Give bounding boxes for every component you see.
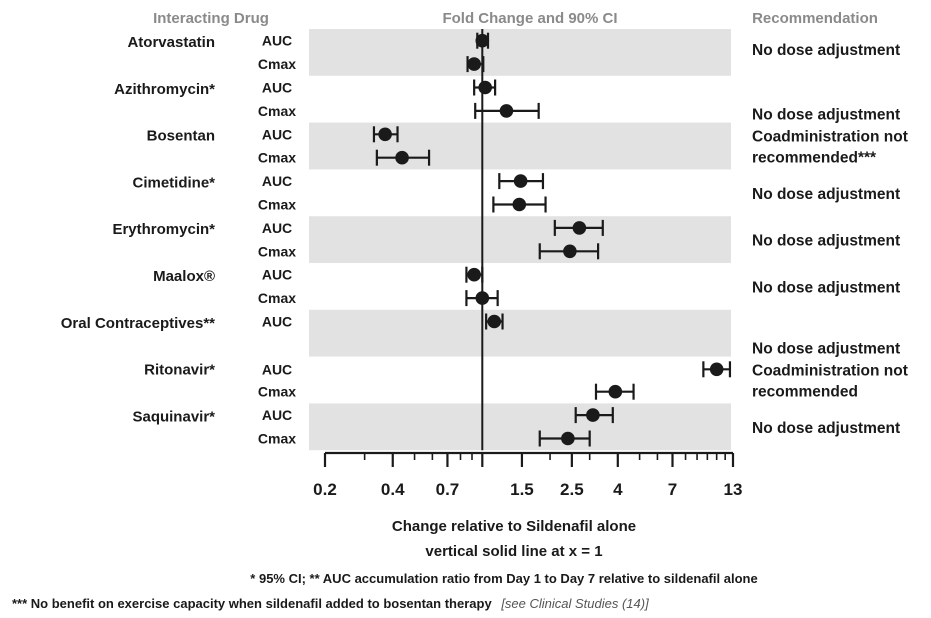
recommendation-text: No dose adjustment — [752, 279, 900, 296]
recommendation-text: recommended — [752, 384, 858, 401]
footnote-2: *** No benefit on exercise capacity when… — [12, 596, 649, 611]
drug-label: Atorvastatin — [127, 34, 215, 51]
footnote-1: * 95% CI; ** AUC accumulation ratio from… — [250, 571, 757, 586]
drug-label: Ritonavir* — [144, 362, 215, 379]
footnote-2-text: *** No benefit on exercise capacity when… — [12, 596, 492, 611]
recommendation-text: recommended*** — [752, 150, 877, 167]
recommendation-text: No dose adjustment — [752, 341, 900, 358]
x-tick-label: 0.2 — [313, 480, 337, 499]
drug-label: Azithromycin* — [114, 81, 215, 98]
metric-label: AUC — [262, 33, 292, 49]
drug-label: Oral Contraceptives** — [61, 315, 215, 332]
point-estimate — [572, 221, 587, 235]
point-estimate — [467, 267, 481, 282]
drug-label: Bosentan — [147, 128, 215, 145]
point-estimate — [378, 127, 392, 142]
x-axis-sublabel: vertical solid line at x = 1 — [425, 543, 602, 560]
x-tick-label: 1.5 — [510, 480, 534, 499]
point-estimate — [513, 174, 528, 188]
header-fold-change: Fold Change and 90% CI — [442, 10, 617, 27]
recommendation-text: No dose adjustment — [752, 420, 900, 437]
metric-label: Cmax — [258, 290, 296, 306]
drug-label: Maalox® — [153, 268, 215, 285]
row-band — [309, 309, 731, 357]
point-estimate — [487, 314, 502, 329]
metric-label: Cmax — [258, 431, 296, 447]
point-estimate — [467, 57, 481, 71]
x-tick-label: 0.4 — [381, 480, 405, 499]
x-axis-label: Change relative to Sildenafil alone — [392, 518, 636, 535]
recommendation-text: Coadministration not — [752, 363, 908, 380]
point-estimate — [563, 244, 577, 259]
metric-label: AUC — [262, 220, 292, 236]
footnote-2-reference: [see Clinical Studies (14)] — [500, 596, 649, 611]
metric-label: AUC — [262, 314, 292, 330]
x-tick-label: 2.5 — [560, 480, 584, 499]
metric-label: Cmax — [258, 103, 296, 119]
row-band — [309, 216, 731, 263]
metric-label: AUC — [262, 361, 292, 377]
x-tick-label: 13 — [724, 480, 743, 499]
drug-label: Saquinavir* — [132, 408, 215, 425]
header-interacting-drug: Interacting Drug — [153, 10, 269, 27]
estimates-and-intervals — [372, 29, 732, 451]
row-band — [309, 403, 731, 451]
point-estimate — [512, 197, 527, 212]
point-estimate — [709, 362, 724, 377]
row-labels: Atorvastatin AUC Cmax Azithromycin* AUC Cmax B… — [61, 33, 297, 447]
metric-label: AUC — [262, 173, 292, 189]
recommendation-text: No dose adjustment — [752, 107, 900, 124]
metric-label: Cmax — [258, 384, 296, 400]
drug-label: Erythromycin* — [112, 221, 215, 238]
metric-label: AUC — [262, 407, 292, 423]
point-estimate — [395, 150, 409, 165]
recommendation-text: No dose adjustment — [752, 186, 900, 203]
metric-label: Cmax — [258, 150, 296, 166]
point-estimate — [586, 408, 600, 422]
x-tick-label: 0.7 — [436, 480, 460, 499]
x-tick-label: 7 — [668, 480, 677, 499]
metric-label: AUC — [262, 80, 292, 96]
metric-label: Cmax — [258, 56, 296, 72]
recommendation-text: Coadministration not — [752, 129, 908, 146]
metric-label: Cmax — [258, 243, 296, 259]
point-estimate — [561, 431, 575, 446]
recommendation-text: No dose adjustment — [752, 42, 900, 59]
row-band — [309, 29, 731, 76]
metric-label: AUC — [262, 126, 292, 142]
header-recommendation: Recommendation — [752, 10, 878, 27]
recommendation-text: No dose adjustment — [752, 233, 900, 250]
x-tick-label: 4 — [613, 480, 623, 499]
drug-label: Cimetidine* — [132, 174, 215, 191]
point-estimate — [478, 80, 492, 95]
point-estimate — [499, 104, 514, 118]
point-estimate — [608, 384, 623, 399]
column-headers: Interacting Drug Fold Change and 90% CI … — [153, 10, 878, 27]
row-bands — [309, 29, 731, 451]
row-band — [309, 122, 731, 170]
x-axis: 0.2 0.4 0.7 1.5 2.5 4 7 13 — [313, 451, 743, 499]
recommendations: No dose adjustment No dose adjustment Coad… — [752, 42, 908, 437]
metric-label: Cmax — [258, 197, 296, 213]
metric-label: AUC — [262, 267, 292, 283]
